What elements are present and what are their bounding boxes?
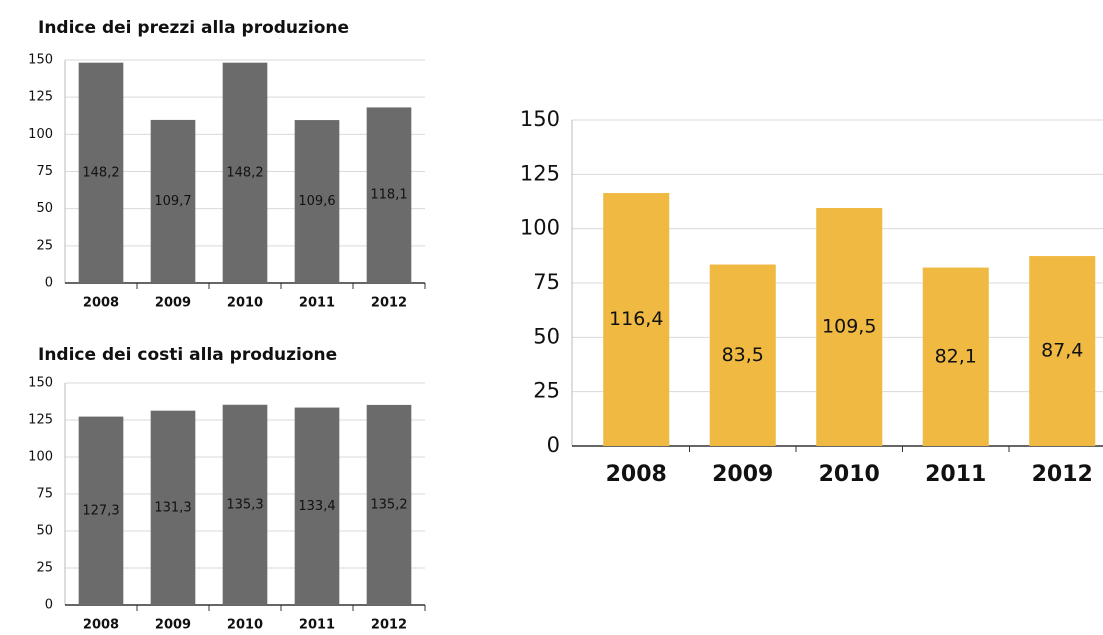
bar [150,410,196,605]
bar [816,208,883,446]
data-label: 135,3 [226,497,263,512]
data-label: 109,7 [154,194,191,209]
y-tick-label: 0 [547,433,560,457]
data-label: 109,6 [298,194,335,209]
y-tick-label: 100 [520,216,560,240]
x-tick-label: 2012 [371,296,407,311]
x-tick-label: 2009 [712,462,773,487]
x-tick-label: 2008 [83,296,119,311]
y-tick-label: 100 [28,450,53,465]
data-label: 118,1 [370,188,407,203]
bar [366,404,412,605]
y-tick-label: 0 [45,276,53,291]
y-tick-label: 150 [28,376,53,391]
data-label: 82,1 [935,345,977,367]
data-label: 109,5 [822,316,876,338]
bar [603,193,670,446]
bar [78,416,124,605]
bar [294,120,340,283]
data-label: 87,4 [1041,340,1083,362]
x-tick-label: 2008 [83,618,119,633]
y-tick-label: 125 [520,161,560,185]
x-tick-label: 2012 [1032,462,1093,487]
y-tick-label: 125 [28,90,53,105]
chart-title: Indice dei prezzi alla produzione [38,18,349,38]
bar [78,62,124,284]
bar [294,407,340,605]
bar [366,107,412,283]
data-label: 83,5 [722,344,764,366]
x-tick-label: 2009 [155,618,191,633]
bar [1029,256,1096,446]
x-tick-label: 2011 [299,296,335,311]
bar [222,404,268,605]
x-tick-label: 2009 [155,296,191,311]
x-tick-label: 2010 [227,296,263,311]
y-tick-label: 125 [28,413,53,428]
y-tick-label: 100 [28,127,53,142]
x-tick-label: 2008 [606,462,667,487]
y-tick-label: 75 [533,270,560,294]
y-tick-label: 75 [36,164,53,179]
y-tick-label: 25 [36,238,53,253]
y-tick-label: 25 [533,379,560,403]
chart-title: Indice dei costi alla produzione [38,345,337,365]
bar [922,267,989,446]
y-tick-label: 50 [533,324,560,348]
y-tick-label: 0 [45,598,53,613]
y-tick-label: 75 [36,487,53,502]
x-tick-label: 2012 [371,618,407,633]
bar [150,119,196,284]
data-label: 148,2 [82,165,119,180]
y-tick-label: 150 [28,53,53,68]
y-tick-label: 25 [36,561,53,576]
y-tick-label: 150 [520,107,560,131]
x-tick-label: 2011 [925,462,986,487]
bar [709,264,776,446]
bar [222,62,268,284]
data-label: 116,4 [609,308,663,330]
data-label: 127,3 [82,503,119,518]
y-tick-label: 50 [36,201,53,216]
data-label: 133,4 [298,499,335,514]
x-tick-label: 2011 [299,618,335,633]
y-tick-label: 50 [36,524,53,539]
x-tick-label: 2010 [227,618,263,633]
x-tick-label: 2010 [819,462,880,487]
data-label: 131,3 [154,500,191,515]
data-label: 135,2 [370,497,407,512]
data-label: 148,2 [226,165,263,180]
